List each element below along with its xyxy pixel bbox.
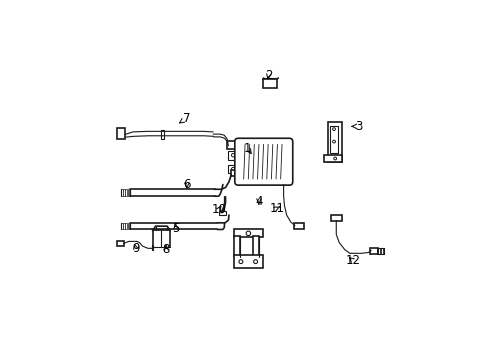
Bar [152, 245, 153, 250]
Text: 8: 8 [162, 243, 169, 256]
Bar [226, 141, 236, 149]
Bar [127, 222, 129, 229]
Circle shape [253, 260, 257, 264]
Bar [125, 189, 127, 196]
Bar [293, 223, 304, 229]
Bar [218, 211, 225, 215]
Bar [330, 215, 341, 221]
Bar [324, 155, 341, 162]
Bar [278, 179, 288, 185]
Bar [117, 240, 123, 246]
Text: 9: 9 [132, 242, 139, 255]
Circle shape [245, 231, 250, 235]
Bar [123, 189, 125, 196]
Circle shape [332, 140, 335, 143]
Text: 2: 2 [264, 68, 272, 82]
Bar [228, 151, 239, 159]
Bar [125, 222, 127, 229]
Bar [121, 189, 122, 196]
Circle shape [231, 167, 234, 171]
Text: 7: 7 [179, 112, 190, 125]
Text: 4: 4 [255, 195, 262, 208]
Circle shape [231, 153, 234, 157]
Bar [233, 236, 240, 257]
Text: 6: 6 [183, 178, 190, 191]
Bar [233, 229, 263, 237]
FancyBboxPatch shape [234, 138, 292, 185]
Bar [123, 222, 125, 229]
Bar [233, 255, 263, 268]
Text: 10: 10 [211, 203, 226, 216]
Bar [228, 165, 239, 174]
Text: 11: 11 [269, 202, 284, 215]
Circle shape [333, 157, 336, 160]
Bar [262, 79, 276, 87]
Bar [327, 122, 341, 162]
Bar [253, 236, 259, 257]
Bar [121, 222, 122, 229]
Bar [369, 248, 377, 254]
Bar [160, 130, 163, 139]
Circle shape [332, 128, 335, 131]
Text: 5: 5 [172, 222, 179, 235]
Circle shape [239, 260, 243, 264]
Text: 12: 12 [345, 254, 360, 267]
Bar [117, 128, 125, 139]
Text: 1: 1 [244, 142, 251, 155]
Bar [127, 189, 129, 196]
Text: 3: 3 [351, 120, 362, 133]
Bar [329, 126, 338, 153]
Bar [230, 170, 239, 176]
